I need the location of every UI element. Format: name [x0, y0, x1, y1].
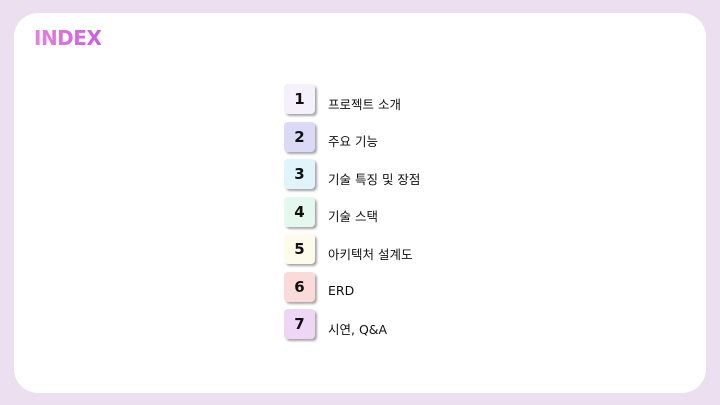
index-number: 4: [294, 202, 305, 221]
index-list: 1 프로젝트 소개 2 주요 기능 3 기술 특징 및 장점 4 기술 스택 5…: [284, 84, 420, 347]
index-number-box: 6: [284, 271, 315, 302]
index-label: 기술 특징 및 장점: [328, 171, 421, 187]
slide-card: INDEX 1 프로젝트 소개 2 주요 기능 3 기술 특징 및 장점 4 기…: [14, 13, 706, 393]
index-label: 프로젝트 소개: [328, 96, 401, 112]
index-number: 7: [294, 315, 305, 333]
index-item-7: 7 시연, Q&A: [284, 309, 420, 339]
index-label: ERD: [328, 283, 355, 298]
index-label: 주요 기능: [328, 134, 378, 149]
index-number: 2: [294, 127, 305, 146]
index-label: 기술 스택: [328, 209, 378, 224]
index-number-box: 3: [284, 159, 315, 189]
index-item-5: 5 아키텍처 설계도: [284, 234, 420, 264]
index-item-6: 6 ERD: [284, 271, 420, 302]
index-number: 5: [294, 240, 305, 258]
index-item-4: 4 기술 스택: [284, 196, 420, 227]
index-number-box: 1: [284, 84, 315, 114]
index-item-3: 3 기술 특징 및 장점: [284, 159, 420, 189]
index-label: 아키텍처 설계도: [328, 246, 413, 262]
index-number: 3: [294, 165, 305, 183]
index-number-box: 2: [284, 121, 315, 152]
index-number: 1: [294, 90, 305, 108]
index-number-box: 4: [284, 196, 315, 227]
index-number-box: 5: [284, 234, 315, 264]
index-item-1: 1 프로젝트 소개: [284, 84, 420, 114]
index-number-box: 7: [284, 309, 315, 339]
index-item-2: 2 주요 기능: [284, 121, 420, 152]
index-number: 6: [294, 277, 305, 296]
index-label: 시연, Q&A: [328, 321, 388, 337]
slide-title: INDEX: [34, 26, 102, 50]
